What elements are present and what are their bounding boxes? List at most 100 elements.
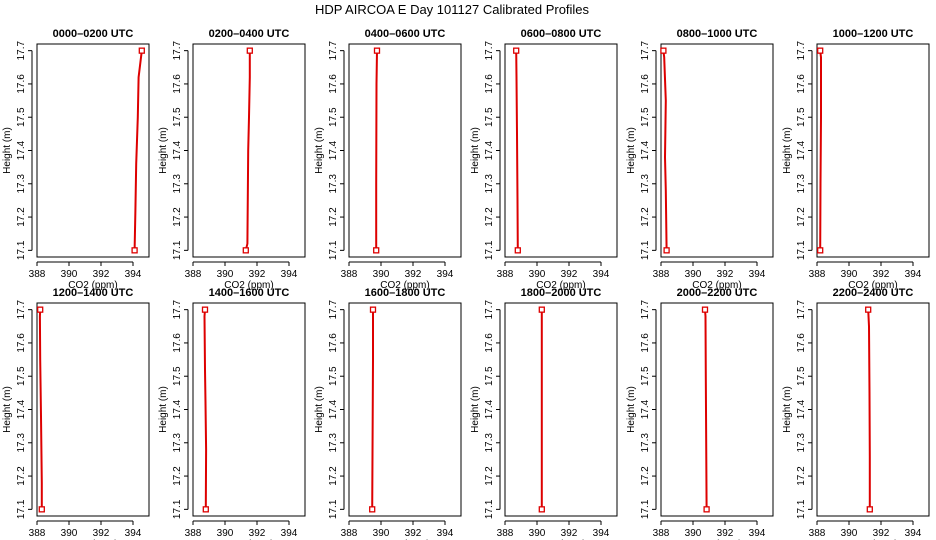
panels: 0000–0200 UTC 388 390 392 394 CO2 (ppm) 17.1 17… xyxy=(2,28,930,540)
y-tick-label: 17.4 xyxy=(172,140,183,160)
panel-1: 0000–0200 UTC 388 390 392 394 CO2 (ppm) 17.1 17… xyxy=(2,28,150,291)
endpoint-marker xyxy=(513,47,520,54)
y-axis-label: Height (m) xyxy=(2,127,13,174)
y-tick-label: 17.6 xyxy=(328,74,339,94)
x-tick-label: 394 xyxy=(281,528,298,539)
profile-line xyxy=(819,49,822,252)
y-axis-label: Height (m) xyxy=(158,127,169,174)
panel-title: 2000–2200 UTC xyxy=(677,287,758,299)
y-tick-label: 17.7 xyxy=(640,299,651,319)
y-tick-label: 17.5 xyxy=(172,366,183,386)
y-tick-label: 17.5 xyxy=(16,107,27,127)
profile-line xyxy=(662,49,668,252)
plot-frame xyxy=(504,302,618,517)
plot-frame xyxy=(816,43,930,258)
x-tick-label: 392 xyxy=(249,528,266,539)
plot-frame xyxy=(504,43,618,258)
x-tick-label: 392 xyxy=(249,269,266,280)
panel-4: 0600–0800 UTC 388 390 392 394 CO2 (ppm) 17.1 17… xyxy=(470,28,618,291)
endpoint-marker xyxy=(866,506,873,513)
endpoint-marker xyxy=(373,247,380,254)
x-tick-label: 388 xyxy=(341,269,358,280)
endpoint-marker xyxy=(865,306,872,313)
y-tick-label: 17.2 xyxy=(16,466,27,486)
x-tick-label: 392 xyxy=(405,528,422,539)
y-axis-label: Height (m) xyxy=(158,386,169,433)
y-axis-label: Height (m) xyxy=(470,386,481,433)
y-tick-label: 17.2 xyxy=(172,466,183,486)
y-tick-label: 17.3 xyxy=(172,174,183,194)
y-tick-label: 17.5 xyxy=(328,366,339,386)
y-tick-label: 17.6 xyxy=(172,74,183,94)
x-tick-label: 392 xyxy=(873,269,890,280)
y-tick-label: 17.5 xyxy=(640,366,651,386)
y-tick-label: 17.7 xyxy=(172,40,183,60)
y-tick-label: 17.6 xyxy=(172,333,183,353)
x-tick-label: 394 xyxy=(593,528,610,539)
y-tick-label: 17.3 xyxy=(796,433,807,453)
y-tick-label: 17.2 xyxy=(16,207,27,227)
y-tick-label: 17.7 xyxy=(328,40,339,60)
x-tick-label: 388 xyxy=(653,528,670,539)
x-tick-label: 388 xyxy=(341,528,358,539)
y-tick-label: 17.2 xyxy=(328,207,339,227)
profile-line xyxy=(867,308,871,511)
x-tick-label: 390 xyxy=(529,528,546,539)
plot-frame xyxy=(660,43,774,258)
x-tick-label: 390 xyxy=(841,269,858,280)
y-tick-label: 17.3 xyxy=(484,174,495,194)
panel-2: 0200–0400 UTC 388 390 392 394 CO2 (ppm) 17.1 17… xyxy=(158,28,306,291)
panel-title: 1600–1800 UTC xyxy=(365,287,446,299)
plot-frame xyxy=(36,43,150,258)
y-tick-label: 17.3 xyxy=(484,433,495,453)
y-tick-label: 17.4 xyxy=(796,140,807,160)
plot-frame xyxy=(660,302,774,517)
panel-title: 0400–0600 UTC xyxy=(365,28,446,40)
endpoint-marker xyxy=(703,506,710,513)
profile-line xyxy=(704,308,708,511)
endpoint-marker xyxy=(38,506,45,513)
y-tick-label: 17.4 xyxy=(16,140,27,160)
endpoint-marker xyxy=(131,247,138,254)
y-tick-label: 17.1 xyxy=(640,240,651,260)
x-tick-label: 390 xyxy=(61,528,78,539)
y-tick-label: 17.6 xyxy=(16,74,27,94)
panel-title: 0200–0400 UTC xyxy=(209,28,290,40)
y-tick-label: 17.5 xyxy=(16,366,27,386)
x-tick-label: 392 xyxy=(405,269,422,280)
y-tick-label: 17.7 xyxy=(640,40,651,60)
x-tick-label: 388 xyxy=(809,269,826,280)
x-tick-label: 388 xyxy=(29,269,46,280)
y-tick-label: 17.5 xyxy=(328,107,339,127)
x-tick-label: 390 xyxy=(217,528,234,539)
y-tick-label: 17.3 xyxy=(796,174,807,194)
x-tick-label: 394 xyxy=(905,528,922,539)
y-tick-label: 17.7 xyxy=(796,40,807,60)
x-tick-label: 390 xyxy=(529,269,546,280)
y-tick-label: 17.7 xyxy=(796,299,807,319)
x-tick-label: 390 xyxy=(61,269,78,280)
y-tick-label: 17.1 xyxy=(16,240,27,260)
y-tick-label: 17.5 xyxy=(640,107,651,127)
endpoint-marker xyxy=(538,306,545,313)
panel-title: 1800–2000 UTC xyxy=(521,287,602,299)
y-tick-label: 17.3 xyxy=(16,174,27,194)
x-tick-label: 390 xyxy=(217,269,234,280)
y-tick-label: 17.4 xyxy=(640,399,651,419)
y-tick-label: 17.1 xyxy=(796,499,807,519)
x-tick-label: 390 xyxy=(685,528,702,539)
y-tick-label: 17.5 xyxy=(484,107,495,127)
x-tick-label: 388 xyxy=(185,528,202,539)
y-axis-label: Height (m) xyxy=(626,386,637,433)
profile-line xyxy=(133,49,143,252)
y-tick-label: 17.4 xyxy=(484,140,495,160)
x-tick-label: 392 xyxy=(93,528,110,539)
plot-frame xyxy=(192,302,306,517)
y-tick-label: 17.5 xyxy=(796,107,807,127)
y-tick-label: 17.2 xyxy=(484,207,495,227)
plot-frame xyxy=(348,43,462,258)
x-tick-label: 394 xyxy=(437,528,454,539)
y-tick-label: 17.5 xyxy=(484,366,495,386)
